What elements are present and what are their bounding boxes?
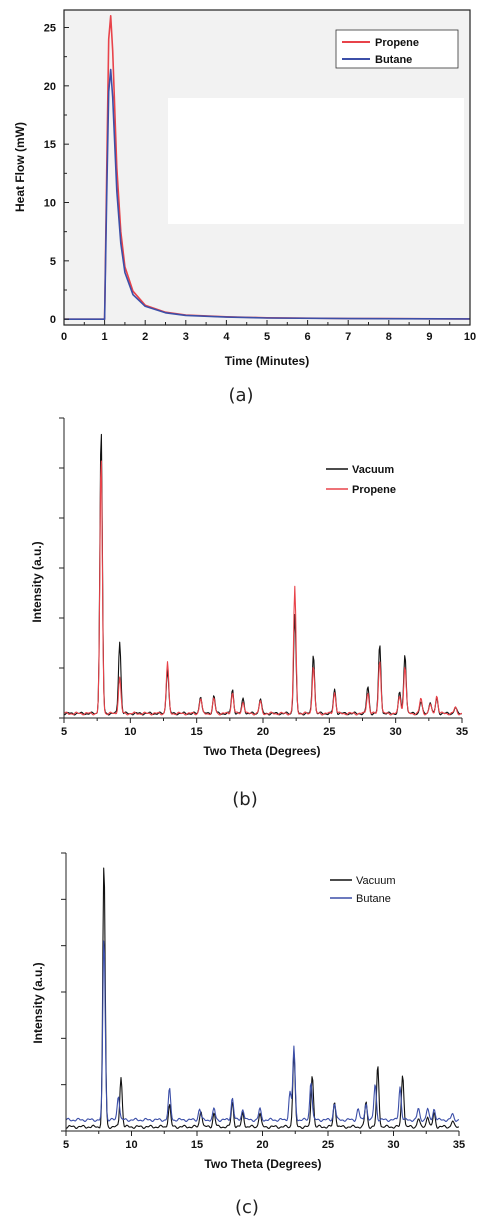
y-axis-title-b: Intensity (a.u.) [30, 541, 44, 622]
series-line-vacuum [66, 867, 459, 1130]
x-tick-label: 6 [305, 331, 311, 343]
legend-c: Vacuum Butane [330, 875, 396, 905]
legend-label-propene-b: Propene [352, 484, 396, 496]
x-tick-label: 7 [345, 331, 351, 343]
x-tick-label: 35 [456, 726, 468, 738]
legend-b: Vacuum Propene [326, 464, 396, 496]
x-tick-label: 8 [386, 331, 392, 343]
x-tick-label: 9 [426, 331, 432, 343]
chart-xrd-propene: 5 10 15 20 25 30 35 Two Theta (Degrees) Intens… [30, 417, 468, 810]
x-tick-label: 15 [191, 726, 203, 738]
panel-label-b: (b) [232, 789, 257, 810]
x-tick-label: 25 [323, 726, 335, 738]
y-tick-label: 25 [44, 23, 56, 35]
x-axis-title-c: Two Theta (Degrees) [204, 1157, 321, 1171]
x-axis-title-a: Time (Minutes) [225, 354, 309, 368]
y-tick-label: 10 [44, 198, 56, 210]
x-tick-label: 5 [63, 1139, 69, 1151]
x-tick-label: 20 [257, 726, 269, 738]
series-line-butane [64, 68, 471, 320]
y-tick-label: 5 [50, 256, 56, 268]
x-tick-label: 10 [464, 331, 476, 343]
chart-heat-flow: 0 1 2 3 4 5 6 7 8 9 10 0 5 10 15 20 25 Time (Minutes) H… [13, 9, 476, 406]
plot-area-a-highlight [168, 98, 464, 224]
legend-label-propene: Propene [375, 37, 419, 49]
panel-label-c: (c) [235, 1197, 259, 1218]
legend-label-vacuum-c: Vacuum [356, 875, 396, 887]
x-tick-label: 3 [183, 331, 189, 343]
legend-label-butane: Butane [375, 54, 412, 66]
x-tick-label: 10 [124, 726, 136, 738]
x-tick-label: 35 [453, 1139, 465, 1151]
legend-a: Propene Butane [335, 29, 459, 69]
x-tick-label: 5 [61, 726, 67, 738]
x-tick-label: 0 [61, 331, 67, 343]
y-axis-title-a: Heat Flow (mW) [13, 122, 27, 212]
legend-frame-a [335, 29, 459, 69]
panel-label-a: (a) [228, 385, 253, 406]
x-tick-label: 10 [125, 1139, 137, 1151]
x-tick-label: 15 [191, 1139, 203, 1151]
x-axis-title-b: Two Theta (Degrees) [203, 744, 320, 758]
series-line-vacuum [64, 433, 462, 716]
x-tick-label: 4 [223, 331, 230, 343]
x-tick-label: 20 [256, 1139, 268, 1151]
chart-xrd-butane: 5 10 15 20 25 30 35 Two Theta (Degrees) Intens… [31, 852, 465, 1218]
y-tick-label: 15 [44, 139, 56, 151]
y-tick-label: 0 [50, 314, 56, 326]
x-tick-label: 5 [264, 331, 270, 343]
x-tick-label: 2 [142, 331, 148, 343]
y-axis-title-c: Intensity (a.u.) [31, 962, 45, 1043]
y-tick-label: 20 [44, 81, 56, 93]
x-tick-label: 25 [322, 1139, 334, 1151]
legend-label-butane-c: Butane [356, 893, 391, 905]
x-tick-label: 30 [387, 1139, 399, 1151]
series-line-butane [65, 940, 460, 1123]
x-tick-label: 1 [102, 331, 108, 343]
legend-label-vacuum-b: Vacuum [352, 464, 394, 476]
x-tick-label: 30 [390, 726, 402, 738]
series-line-propene [63, 460, 462, 716]
